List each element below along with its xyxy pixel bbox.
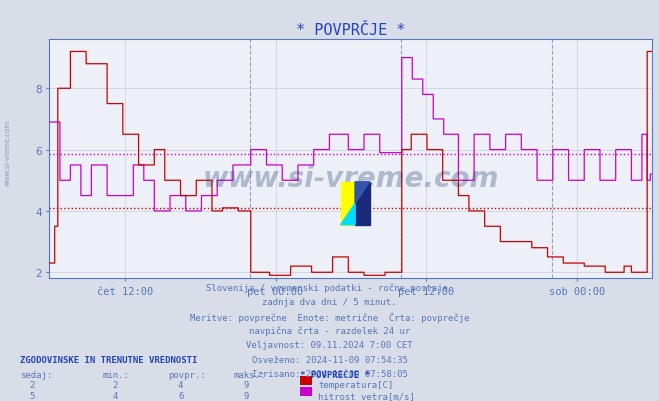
Text: 9: 9 — [244, 380, 249, 389]
Text: temperatura[C]: temperatura[C] — [318, 380, 393, 389]
Bar — [341, 182, 355, 225]
Text: www.si-vreme.com: www.si-vreme.com — [203, 164, 499, 192]
Polygon shape — [355, 182, 370, 204]
Text: 2: 2 — [30, 380, 35, 389]
Text: hitrost vetra[m/s]: hitrost vetra[m/s] — [318, 391, 415, 400]
Text: 4: 4 — [178, 380, 183, 389]
Text: 9: 9 — [244, 391, 249, 400]
Text: maks.:: maks.: — [234, 370, 266, 379]
Text: Izrisano: 2024-11-09 07:58:05: Izrisano: 2024-11-09 07:58:05 — [252, 369, 407, 378]
Text: 5: 5 — [30, 391, 35, 400]
Text: povpr.:: povpr.: — [168, 370, 206, 379]
Text: ZGODOVINSKE IN TRENUTNE VREDNOSTI: ZGODOVINSKE IN TRENUTNE VREDNOSTI — [20, 355, 197, 364]
Text: Osveženo: 2024-11-09 07:54:35: Osveženo: 2024-11-09 07:54:35 — [252, 355, 407, 364]
Text: 4: 4 — [112, 391, 117, 400]
Text: Veljavnost: 09.11.2024 7:00 CET: Veljavnost: 09.11.2024 7:00 CET — [246, 340, 413, 349]
Text: navpična črta - razdelek 24 ur: navpična črta - razdelek 24 ur — [249, 326, 410, 336]
Text: min.:: min.: — [102, 370, 129, 379]
Text: 2: 2 — [112, 380, 117, 389]
Bar — [355, 182, 370, 225]
Text: sedaj:: sedaj: — [20, 370, 52, 379]
Text: www.si-vreme.com: www.si-vreme.com — [5, 119, 11, 185]
Polygon shape — [341, 204, 355, 225]
Text: 6: 6 — [178, 391, 183, 400]
Text: * POVPREČJE *: * POVPREČJE * — [300, 370, 370, 379]
Text: zadnja dva dni / 5 minut.: zadnja dva dni / 5 minut. — [262, 297, 397, 306]
Text: Meritve: povprečne  Enote: metrične  Črta: povprečje: Meritve: povprečne Enote: metrične Črta:… — [190, 312, 469, 322]
Title: * POVPRČJE *: * POVPRČJE * — [296, 22, 406, 38]
Text: Slovenija / vremenski podatki - ročne postaje.: Slovenija / vremenski podatki - ročne po… — [206, 283, 453, 292]
